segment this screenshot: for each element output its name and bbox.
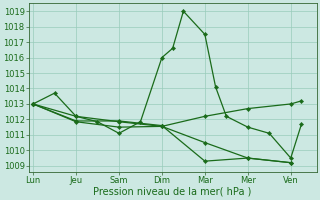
X-axis label: Pression niveau de la mer( hPa ): Pression niveau de la mer( hPa ) [93, 187, 252, 197]
